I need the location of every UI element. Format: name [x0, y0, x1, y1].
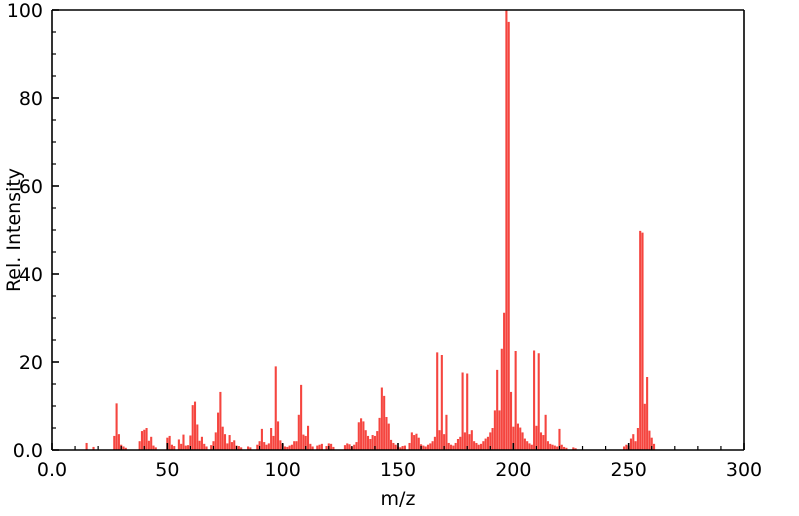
x-tick-label: 300 [726, 459, 762, 481]
y-axis-ticks [52, 9, 59, 451]
y-tick-label: 80 [19, 88, 43, 110]
y-axis-label: Rel. Intensity [3, 168, 25, 292]
y-tick-label: 60 [19, 176, 43, 198]
y-tick-label: 0.0 [13, 440, 43, 462]
x-tick-label: 250 [611, 459, 647, 481]
y-tick-label: 100 [7, 0, 43, 22]
x-axis-tick-labels: 0.0 50 100 150 200 250 300 [37, 459, 762, 481]
x-axis-ticks [51, 443, 745, 450]
spectrum-stems [85, 10, 656, 450]
y-tick-label: 40 [19, 264, 43, 286]
y-axis-tick-labels: 0.0 20 40 60 80 100 [7, 0, 43, 462]
x-tick-label: 150 [380, 459, 416, 481]
x-tick-label: 200 [495, 459, 531, 481]
y-tick-label: 20 [19, 352, 43, 374]
x-tick-label: 0.0 [37, 459, 67, 481]
x-tick-label: 50 [155, 459, 179, 481]
x-tick-label: 100 [265, 459, 301, 481]
x-axis-label: m/z [381, 488, 416, 510]
